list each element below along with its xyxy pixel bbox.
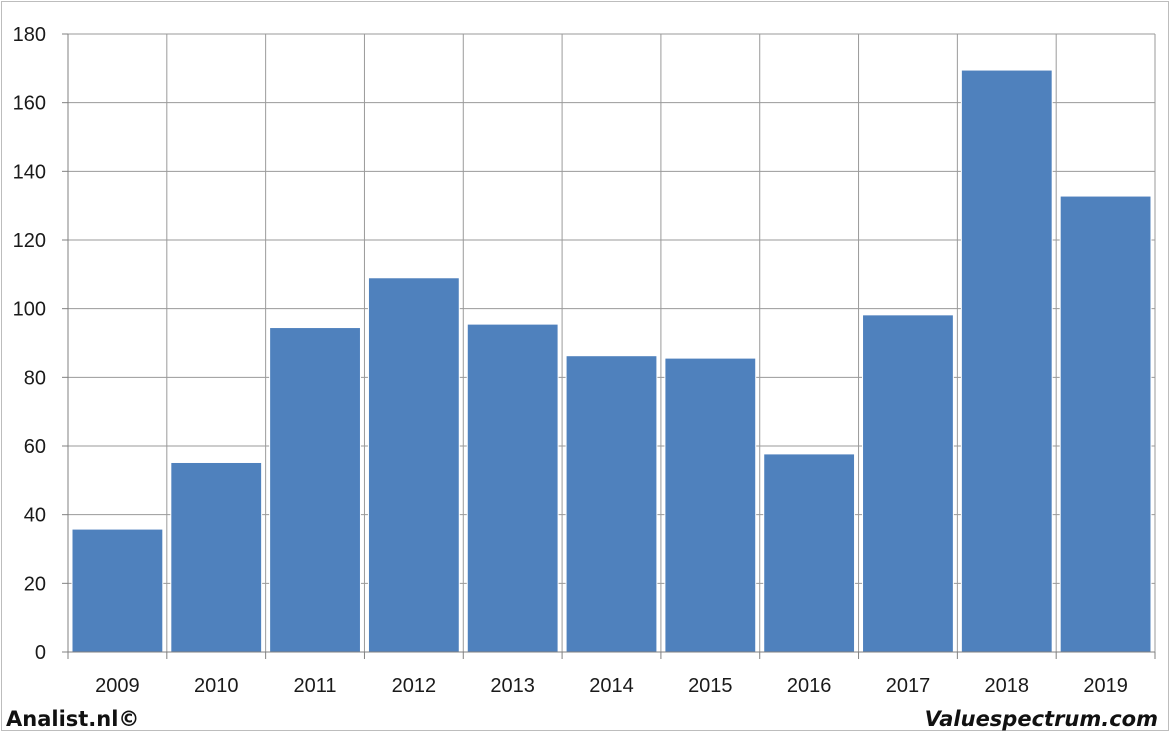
bar-2015 [664, 357, 757, 653]
bar-2011 [269, 327, 361, 653]
x-tick-label: 2011 [294, 675, 337, 697]
axes [62, 33, 1156, 659]
y-tick-label: 0 [35, 642, 46, 664]
y-tick-label: 120 [13, 230, 46, 252]
x-tick-label: 2009 [95, 675, 140, 697]
y-tick-label: 100 [13, 299, 46, 321]
y-tick-labels: 0 20 40 60 80 100 120 140 160 180 [13, 24, 46, 664]
bar-2019 [1059, 195, 1152, 653]
bar-2013 [466, 323, 559, 653]
x-tick-label: 2019 [1083, 675, 1128, 697]
bar-2017 [862, 314, 954, 653]
y-tick-label: 20 [24, 573, 46, 595]
y-tick-label: 180 [13, 24, 46, 46]
source-credit: Analist.nl© [6, 707, 140, 731]
y-tick-label: 160 [13, 93, 46, 115]
site-watermark: Valuespectrum.com [924, 707, 1158, 731]
y-tick-label: 140 [13, 161, 46, 183]
bar-2018 [960, 69, 1053, 653]
bar-2016 [763, 453, 856, 653]
x-tick-labels: 2009 2010 2011 2012 2013 2014 2015 2016 2017 2018… [95, 675, 1128, 697]
y-tick-label: 60 [24, 436, 46, 458]
bar-2014 [565, 355, 658, 653]
y-tick-label: 40 [24, 505, 46, 527]
bar-2009 [71, 528, 164, 653]
bar-2010 [170, 461, 263, 653]
x-tick-label: 2016 [787, 675, 832, 697]
x-tick-label: 2018 [985, 675, 1030, 697]
y-tick-label: 80 [24, 367, 46, 389]
bars-group [71, 69, 1152, 653]
x-tick-label: 2012 [392, 675, 437, 697]
bar-2012 [367, 277, 460, 653]
x-tick-label: 2015 [688, 675, 733, 697]
x-tick-label: 2013 [490, 675, 535, 697]
x-tick-label: 2010 [194, 675, 239, 697]
x-tick-label: 2017 [886, 675, 931, 697]
x-tick-label: 2014 [589, 675, 634, 697]
